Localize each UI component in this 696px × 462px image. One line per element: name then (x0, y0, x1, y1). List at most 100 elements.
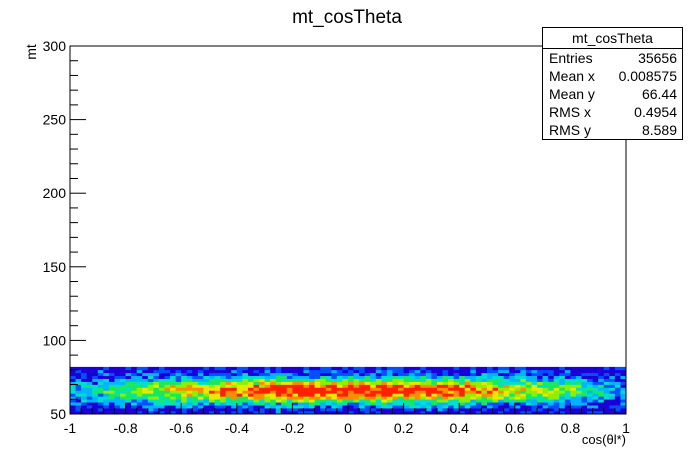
heatmap-cell (587, 387, 593, 391)
heatmap-cell (348, 387, 354, 391)
heatmap-cell (398, 384, 404, 388)
heatmap-cell (436, 381, 443, 385)
heatmap-cell (270, 396, 277, 400)
heatmap-cell (553, 405, 560, 409)
heatmap-cell (153, 393, 160, 397)
heatmap-cell (164, 372, 171, 377)
heatmap-cell (125, 387, 132, 391)
heatmap-cell (275, 384, 282, 388)
heatmap-cell (553, 372, 560, 377)
heatmap-cell (542, 411, 549, 415)
heatmap-cell (303, 372, 310, 377)
heatmap-cell (459, 396, 466, 400)
heatmap-cell (181, 387, 188, 391)
heatmap-cell (70, 399, 76, 403)
heatmap-cell (120, 393, 126, 397)
heatmap-cell (370, 411, 377, 415)
heatmap-cell (125, 393, 132, 397)
heatmap-cell (97, 387, 104, 391)
heatmap-cell (475, 405, 482, 409)
heatmap-cell (108, 387, 115, 391)
heatmap-cell (203, 378, 210, 382)
heatmap-cell (209, 366, 215, 371)
heatmap-cell (92, 399, 99, 403)
heatmap-cell (270, 378, 277, 382)
heatmap-cell (97, 399, 104, 403)
heatmap-cell (542, 381, 549, 385)
heatmap-cell (242, 378, 249, 382)
heatmap-cell (247, 369, 254, 374)
heatmap-cell (520, 378, 527, 382)
heatmap-cell (192, 366, 199, 371)
heatmap-cell (275, 369, 282, 374)
heatmap-cell (609, 381, 616, 385)
heatmap-cell (108, 375, 115, 379)
heatmap-cell (614, 384, 621, 388)
heatmap-cell (81, 402, 87, 406)
heatmap-cell (498, 372, 504, 377)
heatmap-cell (514, 393, 521, 397)
heatmap-cell (92, 405, 99, 409)
heatmap-cell (403, 366, 410, 371)
heatmap-cell (103, 366, 110, 371)
heatmap-cell (81, 372, 87, 377)
heatmap-cell (131, 381, 138, 385)
heatmap-cell (158, 387, 165, 391)
heatmap-cell (331, 378, 338, 382)
heatmap-cell (114, 375, 121, 379)
heatmap-cell (498, 381, 504, 385)
heatmap-cell (381, 369, 388, 374)
heatmap-cell (353, 372, 360, 377)
heatmap-cell (592, 411, 599, 415)
heatmap-cell (398, 381, 404, 385)
heatmap-cell (175, 366, 182, 371)
heatmap-cell (325, 396, 332, 400)
heatmap-cell (487, 405, 493, 409)
heatmap-cell (392, 396, 399, 400)
heatmap-cell (158, 396, 165, 400)
heatmap-cell (587, 366, 593, 371)
heatmap-cell (570, 390, 577, 394)
heatmap-cell (231, 366, 238, 371)
heatmap-cell (309, 396, 315, 400)
heatmap-cell (503, 366, 510, 371)
heatmap-cell (209, 369, 215, 374)
heatmap-cell (286, 372, 293, 377)
heatmap-cell (120, 399, 126, 403)
heatmap-cell (542, 372, 549, 377)
heatmap-cell (297, 399, 304, 403)
heatmap-cell (281, 408, 288, 412)
heatmap-cell (270, 369, 277, 374)
stats-row-rms-y: RMS y 8.589 (543, 121, 682, 139)
heatmap-cell (103, 381, 110, 385)
heatmap-cell (564, 384, 571, 388)
heatmap-cell (498, 369, 504, 374)
heatmap-cell (231, 369, 238, 374)
heatmap-cell (403, 384, 410, 388)
heatmap-cell (431, 384, 438, 388)
heatmap-cell (147, 381, 154, 385)
heatmap-cell (125, 408, 132, 412)
heatmap-cell (570, 378, 577, 382)
heatmap-cell (475, 372, 482, 377)
heatmap-cell (514, 387, 521, 391)
heatmap-cell (303, 390, 310, 394)
heatmap-cell (487, 402, 493, 406)
heatmap-cell (564, 396, 571, 400)
heatmap-cell (403, 405, 410, 409)
heatmap-cell (120, 408, 126, 412)
heatmap-cell (548, 396, 555, 400)
heatmap-cell (247, 396, 254, 400)
heatmap-cell (359, 384, 365, 388)
heatmap-cell (431, 390, 438, 394)
heatmap-cell (259, 384, 265, 388)
heatmap-cell (147, 366, 154, 371)
heatmap-cell (370, 369, 377, 374)
heatmap-cell (203, 369, 210, 374)
heatmap-cell (192, 402, 199, 406)
heatmap-cell (503, 372, 510, 377)
heatmap-cell (164, 378, 171, 382)
heatmap-cell (531, 402, 538, 406)
x-axis: -1 -0.8 -0.6 -0.4 -0.2 0 0.2 0.4 0.6 0.8 1 (64, 403, 630, 436)
